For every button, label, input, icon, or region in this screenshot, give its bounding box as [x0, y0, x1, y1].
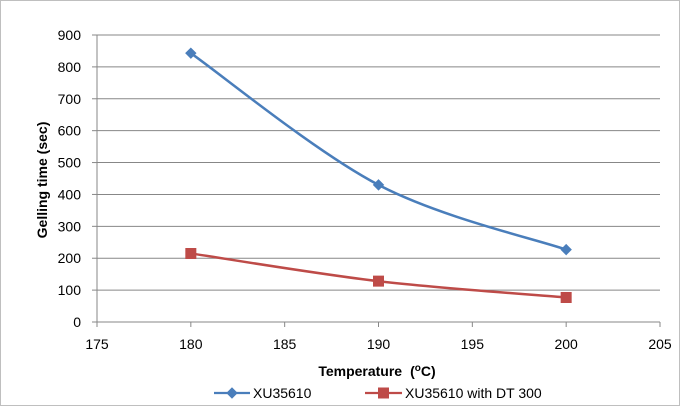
gridlines [97, 34, 660, 291]
data-point-series-1-190 [372, 179, 385, 191]
y-tick-label-300: 300 [58, 218, 82, 234]
y-tick-label-200: 200 [58, 250, 82, 266]
series-lines [189, 51, 568, 299]
y-tick-label-500: 500 [58, 155, 82, 171]
x-tick-labels: 175 180 185 190 195 200 205 [85, 336, 672, 352]
legend: XU35610 XU35610 with DT 300 [214, 385, 542, 401]
y-tick-label-700: 700 [58, 91, 82, 107]
y-tick-label-600: 600 [58, 123, 82, 139]
data-point-series-1-200 [560, 243, 572, 256]
x-tick-label-190: 190 [367, 336, 391, 352]
x-tick-label-205: 205 [648, 336, 672, 352]
y-tick-label-800: 800 [58, 59, 82, 75]
series-line-2 [189, 252, 568, 299]
x-axis-title-main: Temperature [318, 363, 402, 379]
x-axis-title-unit-superscript: o [415, 363, 421, 374]
legend-marker-series-1 [226, 387, 238, 399]
data-point-series-2-190 [373, 275, 384, 287]
data-point-series-1-180 [185, 47, 197, 59]
y-tick-label-0: 0 [73, 314, 81, 330]
x-axis-title-unit-suffix: C) [421, 363, 436, 379]
legend-marker-series-2 [378, 387, 389, 399]
legend-label-series-2: XU35610 with DT 300 [405, 385, 542, 401]
legend-item-series-2: XU35610 with DT 300 [365, 385, 542, 401]
x-axis-title-unit-prefix: ( [410, 363, 415, 379]
y-tick-labels: 0 100 200 300 400 500 600 700 800 900 [58, 27, 82, 330]
data-point-series-2-200 [560, 291, 572, 303]
legend-label-series-1: XU35610 [253, 385, 312, 401]
y-axis-title: Gelling time (sec) [34, 122, 50, 239]
y-tick-label-100: 100 [58, 282, 82, 298]
legend-item-series-1: XU35610 [214, 385, 312, 401]
series-markers [185, 47, 572, 303]
x-axis-title: Temperature (oC) [318, 363, 435, 379]
y-tick-label-900: 900 [58, 27, 82, 43]
x-tick-label-185: 185 [273, 336, 297, 352]
y-tick-label-400: 400 [58, 186, 82, 202]
data-point-series-2-180 [185, 247, 197, 259]
series-line-1 [189, 51, 568, 251]
x-tick-label-180: 180 [179, 336, 203, 352]
x-tick-label-200: 200 [554, 336, 578, 352]
x-tick-label-175: 175 [85, 336, 109, 352]
axes [92, 34, 661, 327]
x-tick-label-195: 195 [461, 336, 485, 352]
